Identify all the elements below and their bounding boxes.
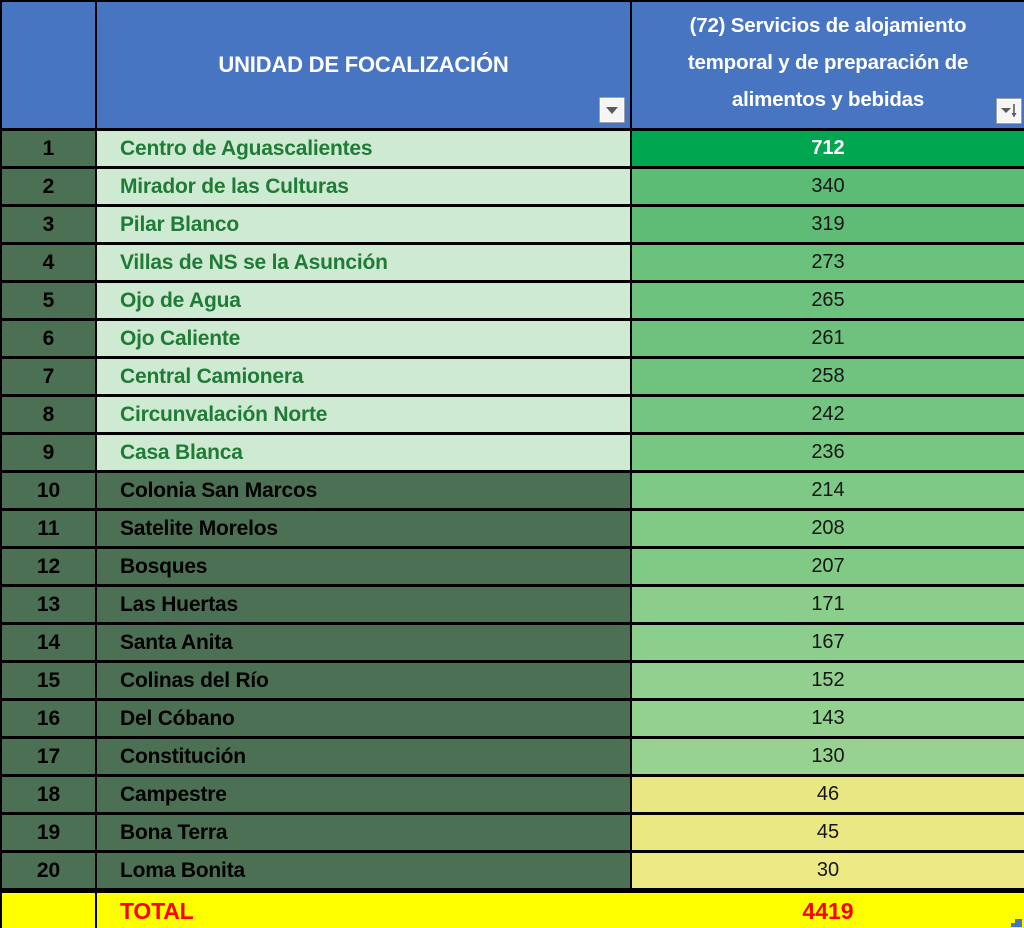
table-row: 7 Central Camionera 258 xyxy=(2,359,1024,397)
row-index-cell[interactable]: 8 xyxy=(2,397,97,432)
filter-sort-descending-icon xyxy=(1001,104,1017,118)
unit-name-cell[interactable]: Campestre xyxy=(97,777,632,812)
row-index-cell[interactable]: 5 xyxy=(2,283,97,318)
table-row: 9 Casa Blanca 236 xyxy=(2,435,1024,473)
table-row: 15 Colinas del Río 152 xyxy=(2,663,1024,701)
table-row: 11 Satelite Morelos 208 xyxy=(2,511,1024,549)
table-row: 4 Villas de NS se la Asunción 273 xyxy=(2,245,1024,283)
unit-name-cell[interactable]: Central Camionera xyxy=(97,359,632,394)
row-index-cell[interactable]: 15 xyxy=(2,663,97,698)
header-cell-servicios: (72) Servicios de alojamiento temporal y… xyxy=(632,2,1024,128)
unit-name-cell[interactable]: Loma Bonita xyxy=(97,853,632,888)
table-row: 1 Centro de Aguascalientes 712 xyxy=(2,131,1024,169)
value-cell[interactable]: 242 xyxy=(632,397,1024,432)
row-index-cell[interactable]: 6 xyxy=(2,321,97,356)
unit-name-cell[interactable]: Centro de Aguascalientes xyxy=(97,131,632,166)
row-index-cell[interactable]: 1 xyxy=(2,131,97,166)
unit-name-cell[interactable]: Constitución xyxy=(97,739,632,774)
row-index-cell[interactable]: 16 xyxy=(2,701,97,736)
unit-name-cell[interactable]: Villas de NS se la Asunción xyxy=(97,245,632,280)
value-cell[interactable]: 208 xyxy=(632,511,1024,546)
row-index-cell[interactable]: 17 xyxy=(2,739,97,774)
value-cell[interactable]: 319 xyxy=(632,207,1024,242)
table-row: 18 Campestre 46 xyxy=(2,777,1024,815)
blue-corner-marker xyxy=(1009,917,1022,927)
unit-name-cell[interactable]: Mirador de las Culturas xyxy=(97,169,632,204)
header-unidad-label: UNIDAD DE FOCALIZACIÓN xyxy=(218,52,509,77)
unit-name-cell[interactable]: Casa Blanca xyxy=(97,435,632,470)
row-index-cell[interactable]: 19 xyxy=(2,815,97,850)
value-cell[interactable]: 30 xyxy=(632,853,1024,888)
row-index-cell[interactable]: 14 xyxy=(2,625,97,660)
row-index-cell[interactable]: 3 xyxy=(2,207,97,242)
header-cell-index xyxy=(2,2,97,128)
table-row: 12 Bosques 207 xyxy=(2,549,1024,587)
value-cell[interactable]: 46 xyxy=(632,777,1024,812)
value-cell[interactable]: 130 xyxy=(632,739,1024,774)
value-cell[interactable]: 152 xyxy=(632,663,1024,698)
header-servicios-label: (72) Servicios de alojamiento temporal y… xyxy=(687,14,969,111)
value-cell[interactable]: 45 xyxy=(632,815,1024,850)
table-row: 19 Bona Terra 45 xyxy=(2,815,1024,853)
unit-name-cell[interactable]: Ojo de Agua xyxy=(97,283,632,318)
value-cell[interactable]: 712 xyxy=(632,131,1024,166)
total-index-cell[interactable] xyxy=(2,893,97,928)
value-cell[interactable]: 261 xyxy=(632,321,1024,356)
table-row: 17 Constitución 130 xyxy=(2,739,1024,777)
filter-sort-button-servicios[interactable] xyxy=(996,98,1022,124)
value-cell[interactable]: 214 xyxy=(632,473,1024,508)
row-index-cell[interactable]: 9 xyxy=(2,435,97,470)
unit-name-cell[interactable]: Circunvalación Norte xyxy=(97,397,632,432)
table-row: 6 Ojo Caliente 261 xyxy=(2,321,1024,359)
unit-name-cell[interactable]: Colonia San Marcos xyxy=(97,473,632,508)
table-row: 20 Loma Bonita 30 xyxy=(2,853,1024,891)
filter-dropdown-icon xyxy=(606,106,618,114)
value-cell[interactable]: 171 xyxy=(632,587,1024,622)
unit-name-cell[interactable]: Del Cóbano xyxy=(97,701,632,736)
row-index-cell[interactable]: 10 xyxy=(2,473,97,508)
value-cell[interactable]: 265 xyxy=(632,283,1024,318)
row-index-cell[interactable]: 11 xyxy=(2,511,97,546)
row-index-cell[interactable]: 20 xyxy=(2,853,97,888)
row-index-cell[interactable]: 12 xyxy=(2,549,97,584)
table-row: 13 Las Huertas 171 xyxy=(2,587,1024,625)
value-cell[interactable]: 167 xyxy=(632,625,1024,660)
table-row: 16 Del Cóbano 143 xyxy=(2,701,1024,739)
unit-name-cell[interactable]: Pilar Blanco xyxy=(97,207,632,242)
value-cell[interactable]: 340 xyxy=(632,169,1024,204)
value-cell[interactable]: 236 xyxy=(632,435,1024,470)
filter-dropdown-button-unidad[interactable] xyxy=(599,97,625,123)
table-header-row: UNIDAD DE FOCALIZACIÓN (72) Servicios de… xyxy=(2,2,1024,131)
value-cell[interactable]: 207 xyxy=(632,549,1024,584)
value-cell[interactable]: 143 xyxy=(632,701,1024,736)
row-index-cell[interactable]: 18 xyxy=(2,777,97,812)
table-row: 2 Mirador de las Culturas 340 xyxy=(2,169,1024,207)
table-row: 5 Ojo de Agua 265 xyxy=(2,283,1024,321)
table-row: 14 Santa Anita 167 xyxy=(2,625,1024,663)
table-row: 10 Colonia San Marcos 214 xyxy=(2,473,1024,511)
total-row: TOTAL 4419 xyxy=(2,891,1024,928)
total-value-cell[interactable]: 4419 xyxy=(632,893,1024,928)
table-row: 3 Pilar Blanco 319 xyxy=(2,207,1024,245)
unit-name-cell[interactable]: Las Huertas xyxy=(97,587,632,622)
table-body: 1 Centro de Aguascalientes 712 2 Mirador… xyxy=(2,131,1024,891)
unit-name-cell[interactable]: Santa Anita xyxy=(97,625,632,660)
total-label-cell[interactable]: TOTAL xyxy=(97,893,632,928)
row-index-cell[interactable]: 13 xyxy=(2,587,97,622)
value-cell[interactable]: 273 xyxy=(632,245,1024,280)
value-cell[interactable]: 258 xyxy=(632,359,1024,394)
unit-name-cell[interactable]: Satelite Morelos xyxy=(97,511,632,546)
header-cell-unidad: UNIDAD DE FOCALIZACIÓN xyxy=(97,2,632,128)
unit-name-cell[interactable]: Bona Terra xyxy=(97,815,632,850)
unit-name-cell[interactable]: Ojo Caliente xyxy=(97,321,632,356)
table-row: 8 Circunvalación Norte 242 xyxy=(2,397,1024,435)
unit-name-cell[interactable]: Colinas del Río xyxy=(97,663,632,698)
row-index-cell[interactable]: 7 xyxy=(2,359,97,394)
unit-name-cell[interactable]: Bosques xyxy=(97,549,632,584)
row-index-cell[interactable]: 2 xyxy=(2,169,97,204)
row-index-cell[interactable]: 4 xyxy=(2,245,97,280)
